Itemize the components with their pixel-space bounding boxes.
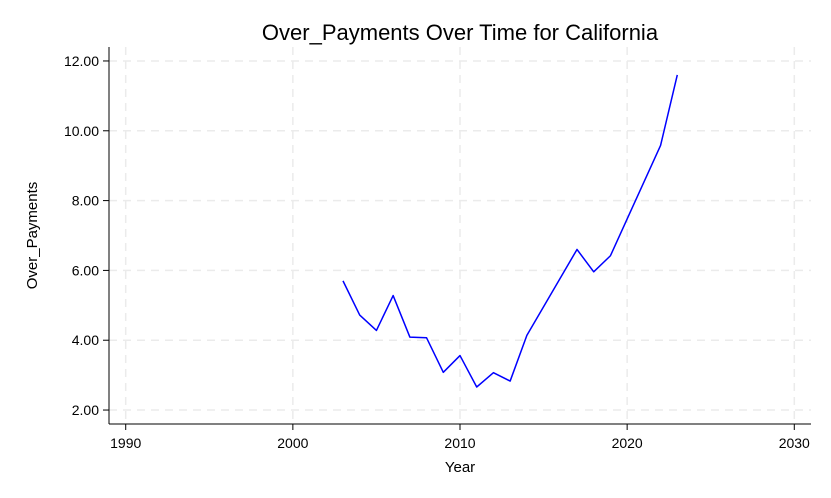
y-axis-label: Over_Payments — [24, 182, 41, 290]
series-line — [342, 74, 679, 388]
y-tick-label: 10.00 — [64, 123, 99, 139]
y-tick-label: 4.00 — [72, 332, 99, 348]
gridlines — [109, 47, 811, 424]
x-tick-label: 2000 — [277, 435, 308, 451]
y-tick-label: 12.00 — [64, 53, 99, 69]
series — [342, 74, 679, 388]
ticks: 1990 2000 2010 2020 2030 2.00 4.00 6.00 8.00 10.0… — [64, 53, 810, 451]
x-tick-label: 2030 — [779, 435, 810, 451]
series-group — [342, 74, 679, 388]
chart-title: Over_Payments Over Time for California — [262, 20, 659, 45]
y-tick-label: 6.00 — [72, 262, 99, 278]
x-tick-label: 1990 — [110, 435, 141, 451]
y-tick-label: 2.00 — [72, 402, 99, 418]
x-axis-label: Year — [445, 459, 475, 476]
x-tick-label: 2010 — [444, 435, 475, 451]
x-tick-label: 2020 — [612, 435, 643, 451]
y-tick-label: 8.00 — [72, 193, 99, 209]
